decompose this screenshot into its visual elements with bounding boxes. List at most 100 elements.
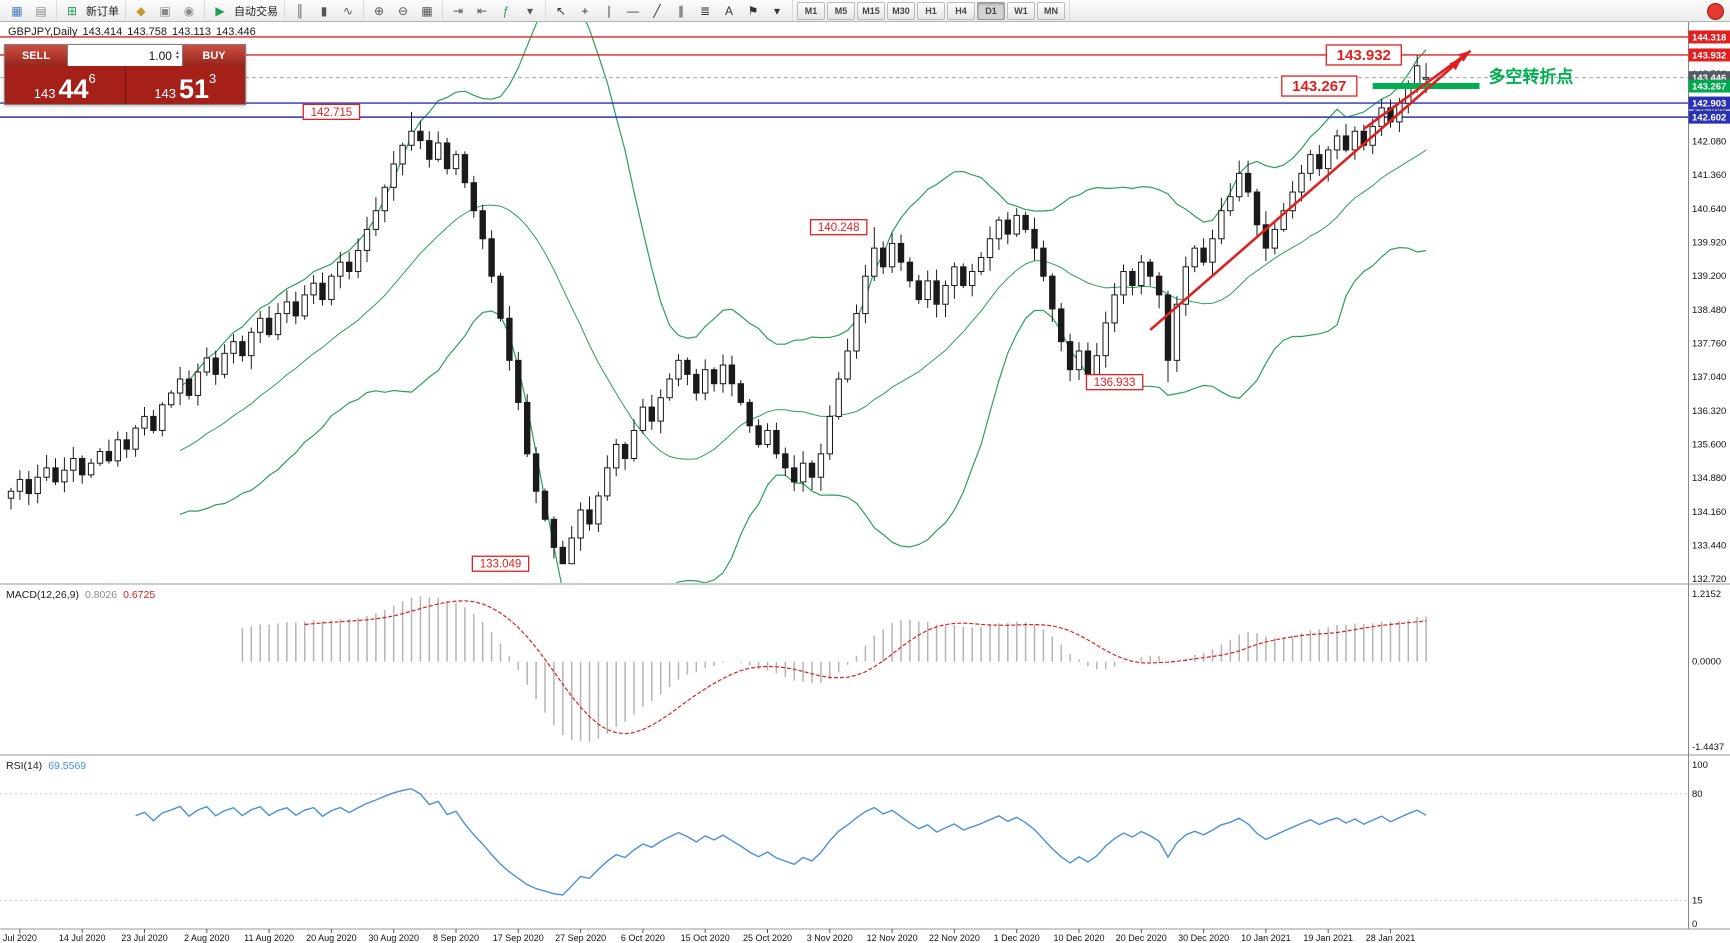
crosshair-icon[interactable]: + bbox=[581, 3, 589, 18]
sell-price-main: 143 bbox=[33, 86, 56, 101]
price-marker-box bbox=[1688, 79, 1730, 93]
volume-up-icon[interactable]: ▴ bbox=[175, 49, 179, 56]
svg-text:8 Sep 2020: 8 Sep 2020 bbox=[433, 933, 479, 943]
price-annotation: 142.715 bbox=[311, 107, 353, 119]
chart-title: GBPJPY,Daily 143.414 143.758 143.113 143.446 bbox=[8, 26, 261, 38]
timeframe-m30[interactable]: M30 bbox=[887, 1, 915, 20]
label-icon[interactable]: ⚑ bbox=[747, 3, 759, 18]
toolbar-group: ⊞ 新订单 bbox=[57, 0, 126, 21]
indicators-dropdown[interactable]: ▾ bbox=[526, 3, 534, 18]
timeframe-h4[interactable]: H4 bbox=[947, 1, 975, 20]
price-marker-box bbox=[1688, 30, 1730, 44]
svg-text:139.200: 139.200 bbox=[1692, 271, 1726, 282]
svg-text:19 Jan 2021: 19 Jan 2021 bbox=[1303, 933, 1353, 943]
sell-button[interactable]: SELL bbox=[5, 45, 67, 66]
volume-down-icon[interactable]: ▾ bbox=[175, 54, 179, 61]
svg-text:137.760: 137.760 bbox=[1692, 339, 1726, 350]
toolbar-group: ↖ + ∣ ― ╱ ∥ ≣ A ⚑ ▾ bbox=[546, 0, 793, 21]
buy-price-point: 3 bbox=[209, 71, 217, 86]
svg-text:25 Oct 2020: 25 Oct 2020 bbox=[743, 933, 792, 943]
svg-text:20 Aug 2020: 20 Aug 2020 bbox=[306, 933, 357, 943]
timeframe-w1[interactable]: W1 bbox=[1007, 1, 1035, 20]
svg-text:141.360: 141.360 bbox=[1692, 170, 1726, 181]
zoom-in-icon[interactable]: ⊕ bbox=[373, 3, 385, 18]
autotrading-button[interactable]: ▶ bbox=[215, 3, 225, 18]
svg-text:135.600: 135.600 bbox=[1692, 439, 1726, 450]
timeframe-m15[interactable]: M15 bbox=[857, 1, 885, 20]
svg-text:10 Jan 2021: 10 Jan 2021 bbox=[1241, 933, 1291, 943]
volume-value: 1.00 bbox=[148, 48, 172, 63]
volume-input[interactable]: 1.00 ▴ ▾ bbox=[67, 45, 183, 66]
toolbar-group: ║ ▮ ∿ bbox=[285, 0, 364, 21]
toolbar-group: ◆ ▣ ◉ bbox=[126, 0, 205, 21]
new-chart-icon[interactable]: ▦ bbox=[11, 3, 23, 18]
new-order-button-label[interactable]: 新订单 bbox=[86, 5, 119, 18]
price-annotation-box bbox=[1085, 374, 1144, 391]
svg-text:0: 0 bbox=[1692, 919, 1697, 930]
cursor-icon[interactable]: ↖ bbox=[555, 3, 567, 18]
new-order-button[interactable]: ⊞ bbox=[66, 3, 78, 18]
candlestick-chart-icon[interactable]: ▮ bbox=[320, 3, 328, 18]
chart-shift-icon[interactable]: ⇤ bbox=[476, 3, 488, 18]
price-annotation-box bbox=[1281, 75, 1358, 97]
auto-scroll-icon[interactable]: ⇥ bbox=[452, 3, 464, 18]
timeframe-mn[interactable]: MN bbox=[1037, 1, 1065, 20]
timeframe-d1[interactable]: D1 bbox=[977, 1, 1005, 20]
svg-text:17 Sep 2020: 17 Sep 2020 bbox=[493, 933, 544, 943]
text-icon[interactable]: A bbox=[724, 3, 733, 18]
price-axis: 144.240143.520142.800142.080141.360140.6… bbox=[1692, 36, 1726, 930]
profiles-icon[interactable]: ▤ bbox=[35, 3, 47, 18]
price-annotation-box bbox=[471, 555, 530, 572]
price-annotation: 136.933 bbox=[1094, 377, 1136, 389]
svg-text:144.318: 144.318 bbox=[1692, 32, 1726, 43]
time-axis: Jul 2020 14 Jul 2020 23 Jul 2020 2 Aug 2020… bbox=[3, 929, 1415, 943]
expert-advisors-icon[interactable]: ◆ bbox=[136, 3, 146, 18]
svg-text:30 Aug 2020: 30 Aug 2020 bbox=[368, 933, 419, 943]
bar-chart-icon[interactable]: ║ bbox=[295, 3, 305, 18]
channel-icon[interactable]: ∥ bbox=[678, 3, 684, 18]
price-annotation: 143.267 bbox=[1292, 78, 1346, 95]
svg-text:137.040: 137.040 bbox=[1692, 372, 1726, 383]
turning-point-note[interactable]: 多空转折点 bbox=[1488, 67, 1573, 87]
zoom-out-icon[interactable]: ⊖ bbox=[397, 3, 409, 18]
svg-text:28 Jan 2021: 28 Jan 2021 bbox=[1366, 933, 1416, 943]
svg-text:136.320: 136.320 bbox=[1692, 406, 1726, 417]
volume-stepper[interactable]: ▴ ▾ bbox=[175, 49, 179, 61]
svg-text:143.446: 143.446 bbox=[1692, 73, 1726, 84]
svg-text:138.480: 138.480 bbox=[1692, 305, 1726, 316]
trend-arrows[interactable] bbox=[1149, 49, 1472, 331]
svg-text:15: 15 bbox=[1692, 895, 1703, 906]
svg-text:15 Oct 2020: 15 Oct 2020 bbox=[681, 933, 730, 943]
ohlc-low: 143.113 bbox=[172, 26, 211, 38]
sell-price[interactable]: 143 44 6 bbox=[5, 66, 125, 104]
fibonacci-icon[interactable]: ≣ bbox=[699, 3, 711, 18]
line-chart-icon[interactable]: ∿ bbox=[342, 3, 354, 18]
svg-text:143.267: 143.267 bbox=[1692, 82, 1726, 93]
timeframe-m5[interactable]: M5 bbox=[827, 1, 855, 20]
buy-button[interactable]: BUY bbox=[183, 45, 245, 66]
svg-text:10 Dec 2020: 10 Dec 2020 bbox=[1053, 933, 1104, 943]
svg-text:140.640: 140.640 bbox=[1692, 204, 1726, 215]
notification-badge[interactable] bbox=[1707, 3, 1724, 20]
svg-text:139.920: 139.920 bbox=[1692, 238, 1726, 249]
price-annotations[interactable]: 142.715 133.049 140.248 136.933 143.267 143.9… bbox=[302, 44, 1402, 572]
toolbar-group: ⊕ ⊖ ▦ bbox=[364, 0, 443, 21]
shapes-dropdown[interactable]: ▾ bbox=[773, 3, 781, 18]
data-window-icon[interactable]: ▣ bbox=[159, 3, 171, 18]
indicators-icon[interactable]: ƒ bbox=[502, 3, 510, 18]
strategy-tester-icon[interactable]: ◉ bbox=[183, 3, 195, 18]
tile-windows-icon[interactable]: ▦ bbox=[421, 3, 433, 18]
horizontal-line-icon[interactable]: ― bbox=[627, 3, 639, 18]
timeframe-h1[interactable]: H1 bbox=[917, 1, 945, 20]
price-annotation-box bbox=[1325, 44, 1402, 66]
trendline-icon[interactable]: ╱ bbox=[653, 3, 661, 18]
vertical-line-icon[interactable]: ∣ bbox=[606, 3, 612, 18]
svg-text:142.602: 142.602 bbox=[1692, 113, 1726, 124]
svg-text:143.932: 143.932 bbox=[1692, 50, 1726, 61]
buy-price[interactable]: 143 51 3 bbox=[124, 66, 245, 104]
svg-text:3 Nov 2020: 3 Nov 2020 bbox=[807, 933, 853, 943]
autotrading-button-label[interactable]: 自动交易 bbox=[234, 5, 278, 18]
timeframe-m1[interactable]: M1 bbox=[797, 1, 825, 20]
